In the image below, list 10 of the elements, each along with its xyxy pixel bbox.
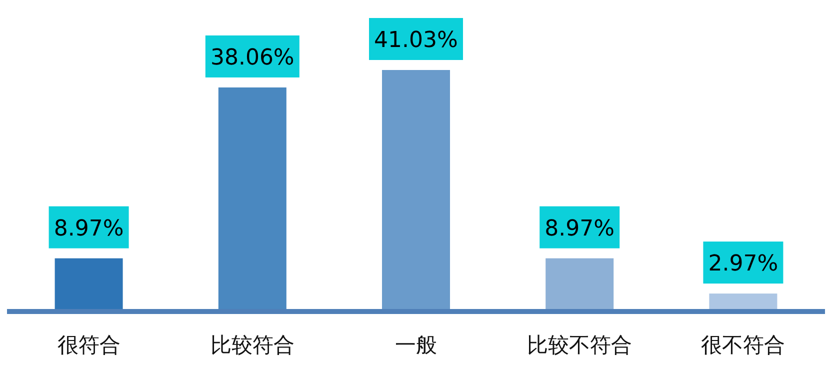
data-label: 2.97% bbox=[708, 252, 778, 277]
x-tick-label: 很不符合 bbox=[701, 333, 786, 357]
x-tick-label: 比较不符合 bbox=[527, 333, 632, 357]
data-label: 8.97% bbox=[54, 216, 124, 242]
x-tick-label: 比较符合 bbox=[210, 333, 294, 357]
data-label: 8.97% bbox=[544, 216, 615, 242]
x-tick-label: 一般 bbox=[395, 333, 437, 357]
data-label: 41.03% bbox=[374, 28, 458, 53]
data-label: 38.06% bbox=[210, 45, 294, 70]
x-tick-label: 很符合 bbox=[57, 333, 120, 357]
